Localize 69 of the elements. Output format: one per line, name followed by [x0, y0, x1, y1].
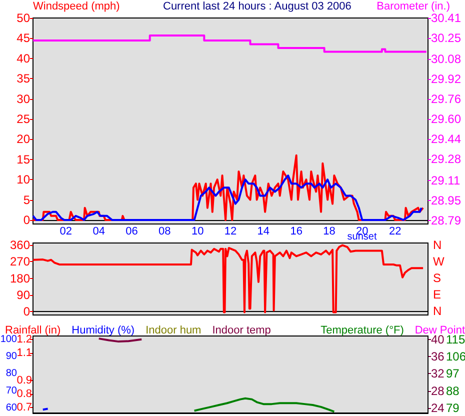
text: S — [433, 271, 442, 285]
y-tick-label: 360 — [10, 238, 30, 252]
y2-tick-label: 28.95 — [431, 193, 462, 208]
y-tick-label: 0 — [23, 212, 30, 227]
y-tick-label: 30 — [16, 92, 30, 106]
x-tick-label: 10 — [191, 226, 204, 238]
text: E — [433, 288, 442, 302]
y-tick-label: 0 — [23, 304, 30, 318]
x-tick-label: 08 — [158, 226, 171, 238]
x-tick-label: 16 — [290, 226, 302, 238]
line-series — [32, 174, 422, 221]
y-tick-label: 10 — [16, 172, 30, 187]
y2-tick-label: 30.25 — [431, 30, 462, 45]
legend-label: Indoor hum — [146, 324, 202, 336]
y-tick-label: 90 — [16, 288, 30, 302]
x-tick-label: 04 — [92, 226, 105, 238]
y-tick-label: 180 — [10, 271, 30, 286]
y2-tick-label: 29.44 — [431, 132, 462, 146]
text: Humidity (%) — [72, 324, 135, 336]
y-tick-label: 15 — [16, 152, 30, 166]
x-tick-label: 22 — [388, 226, 402, 238]
text: Temperature (°F) — [320, 324, 404, 336]
y2-tick-label: 30.41 — [431, 11, 462, 25]
y-tick-label: 270 — [10, 254, 30, 269]
x-tick-label: 06 — [126, 226, 138, 238]
y2-tick-label: 1.1 — [16, 347, 32, 360]
y2-tick-label: 29.28 — [431, 152, 462, 166]
y3-tick-label: 28 — [431, 384, 445, 398]
y-tick-label: 50 — [16, 11, 30, 25]
y2-tick-label: 28.79 — [431, 213, 462, 228]
y-tick-label: 40 — [16, 51, 30, 66]
y2-tick-label: 0.7 — [16, 402, 32, 414]
y-tick-label: 88 — [446, 384, 460, 398]
y-axis-title: Windspeed (mph) — [33, 0, 120, 13]
y2-tick-label: 29.60 — [431, 112, 462, 126]
chart-title: Current last 24 hours : August 03 2006 — [163, 0, 352, 12]
text: sunset — [347, 232, 377, 242]
y2-axis-title: Barometer (in.) — [376, 0, 450, 13]
y-tick-label: 97 — [446, 366, 460, 381]
y-tick-label: 20 — [16, 132, 30, 146]
y-tick-label: 60 — [6, 402, 18, 414]
y2-tick-label: 1.2 — [16, 333, 32, 346]
x-tick-label: 18 — [323, 226, 336, 238]
y-tick-label: 80 — [6, 368, 18, 380]
y2-tick-label: 29.11 — [431, 173, 460, 188]
y2-tick-label: 30.08 — [431, 52, 462, 66]
x-tick-label: 02 — [60, 226, 72, 238]
y-tick-label: 25 — [16, 112, 30, 126]
y-tick-label: 70 — [6, 385, 18, 396]
y2-tick-label: 0.9 — [16, 374, 32, 386]
x-tick-label: 14 — [257, 226, 270, 238]
text: N — [433, 238, 442, 252]
text: Indoor temp — [212, 324, 271, 336]
y2-tick-label: 29.92 — [431, 72, 462, 86]
y3-tick-label: 36 — [431, 350, 445, 364]
y-tick-label: 35 — [16, 72, 30, 86]
line-series — [193, 397, 336, 413]
y2-tick-label: 29.76 — [431, 92, 462, 106]
y-tick-label: 79 — [446, 400, 460, 415]
x-tick-label: 12 — [224, 226, 237, 238]
y3-tick-label: 24 — [431, 400, 445, 415]
text: W — [433, 254, 445, 268]
text: N — [433, 304, 442, 318]
y-tick-label: 5 — [23, 192, 30, 207]
y-tick-label: 90 — [6, 351, 18, 362]
y2-tick-label: 0.8 — [16, 388, 32, 400]
y-tick-label: 45 — [16, 31, 30, 46]
y3-tick-label: 32 — [431, 366, 445, 381]
y-tick-label: 100 — [0, 334, 18, 345]
